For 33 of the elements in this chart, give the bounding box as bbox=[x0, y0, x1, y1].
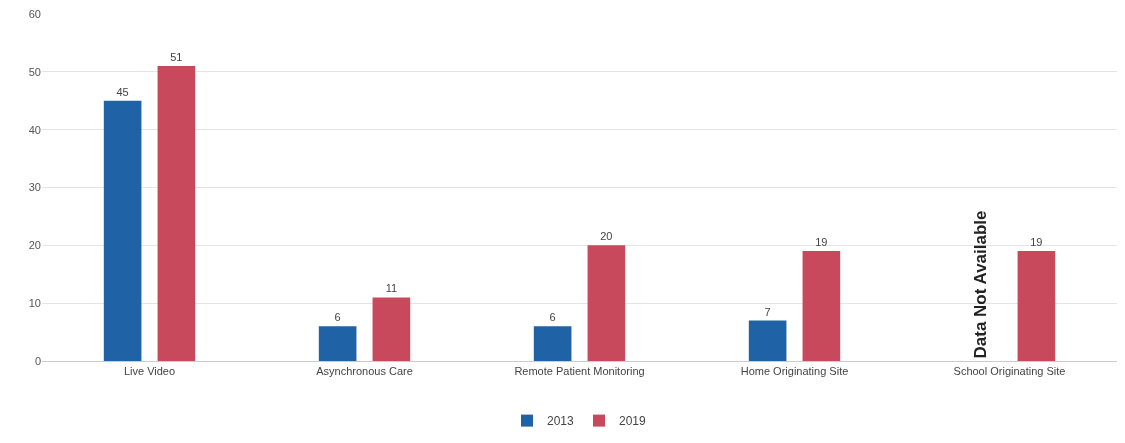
data-label: 6 bbox=[334, 311, 341, 324]
y-tick-label: 50 bbox=[28, 65, 41, 78]
y-tick-label: 10 bbox=[28, 297, 41, 310]
y-tick-label: 20 bbox=[28, 239, 41, 252]
bar bbox=[1017, 251, 1056, 361]
data-label: 20 bbox=[600, 230, 613, 243]
data-label: 11 bbox=[385, 282, 398, 295]
data-label: 51 bbox=[170, 51, 183, 64]
data-label: 7 bbox=[764, 305, 771, 318]
bar bbox=[748, 320, 787, 361]
legend-label: 2013 bbox=[547, 414, 575, 429]
bar bbox=[103, 100, 142, 361]
data-label: 19 bbox=[1030, 236, 1043, 249]
data-label: 6 bbox=[549, 311, 556, 324]
bar bbox=[802, 251, 841, 361]
data-label: 45 bbox=[116, 85, 129, 98]
bar bbox=[157, 66, 196, 361]
x-tick-label: School Originating Site bbox=[953, 365, 1066, 378]
y-tick-label: 60 bbox=[28, 7, 41, 20]
x-tick-label: Asynchronous Care bbox=[316, 365, 413, 378]
annotation: Data Not Available bbox=[970, 210, 990, 359]
data-label: 19 bbox=[815, 236, 828, 249]
bar bbox=[533, 326, 572, 361]
bar bbox=[372, 297, 411, 361]
y-tick-label: 30 bbox=[28, 181, 41, 194]
x-tick-label: Remote Patient Monitoring bbox=[514, 365, 645, 378]
bar bbox=[587, 245, 626, 361]
x-tick-label: Home Originating Site bbox=[740, 365, 849, 378]
bar bbox=[318, 326, 357, 361]
y-tick-label: 40 bbox=[28, 123, 41, 136]
y-tick-label: 0 bbox=[34, 354, 41, 367]
x-tick-label: Live Video bbox=[123, 365, 176, 378]
legend-label: 2019 bbox=[619, 414, 647, 429]
